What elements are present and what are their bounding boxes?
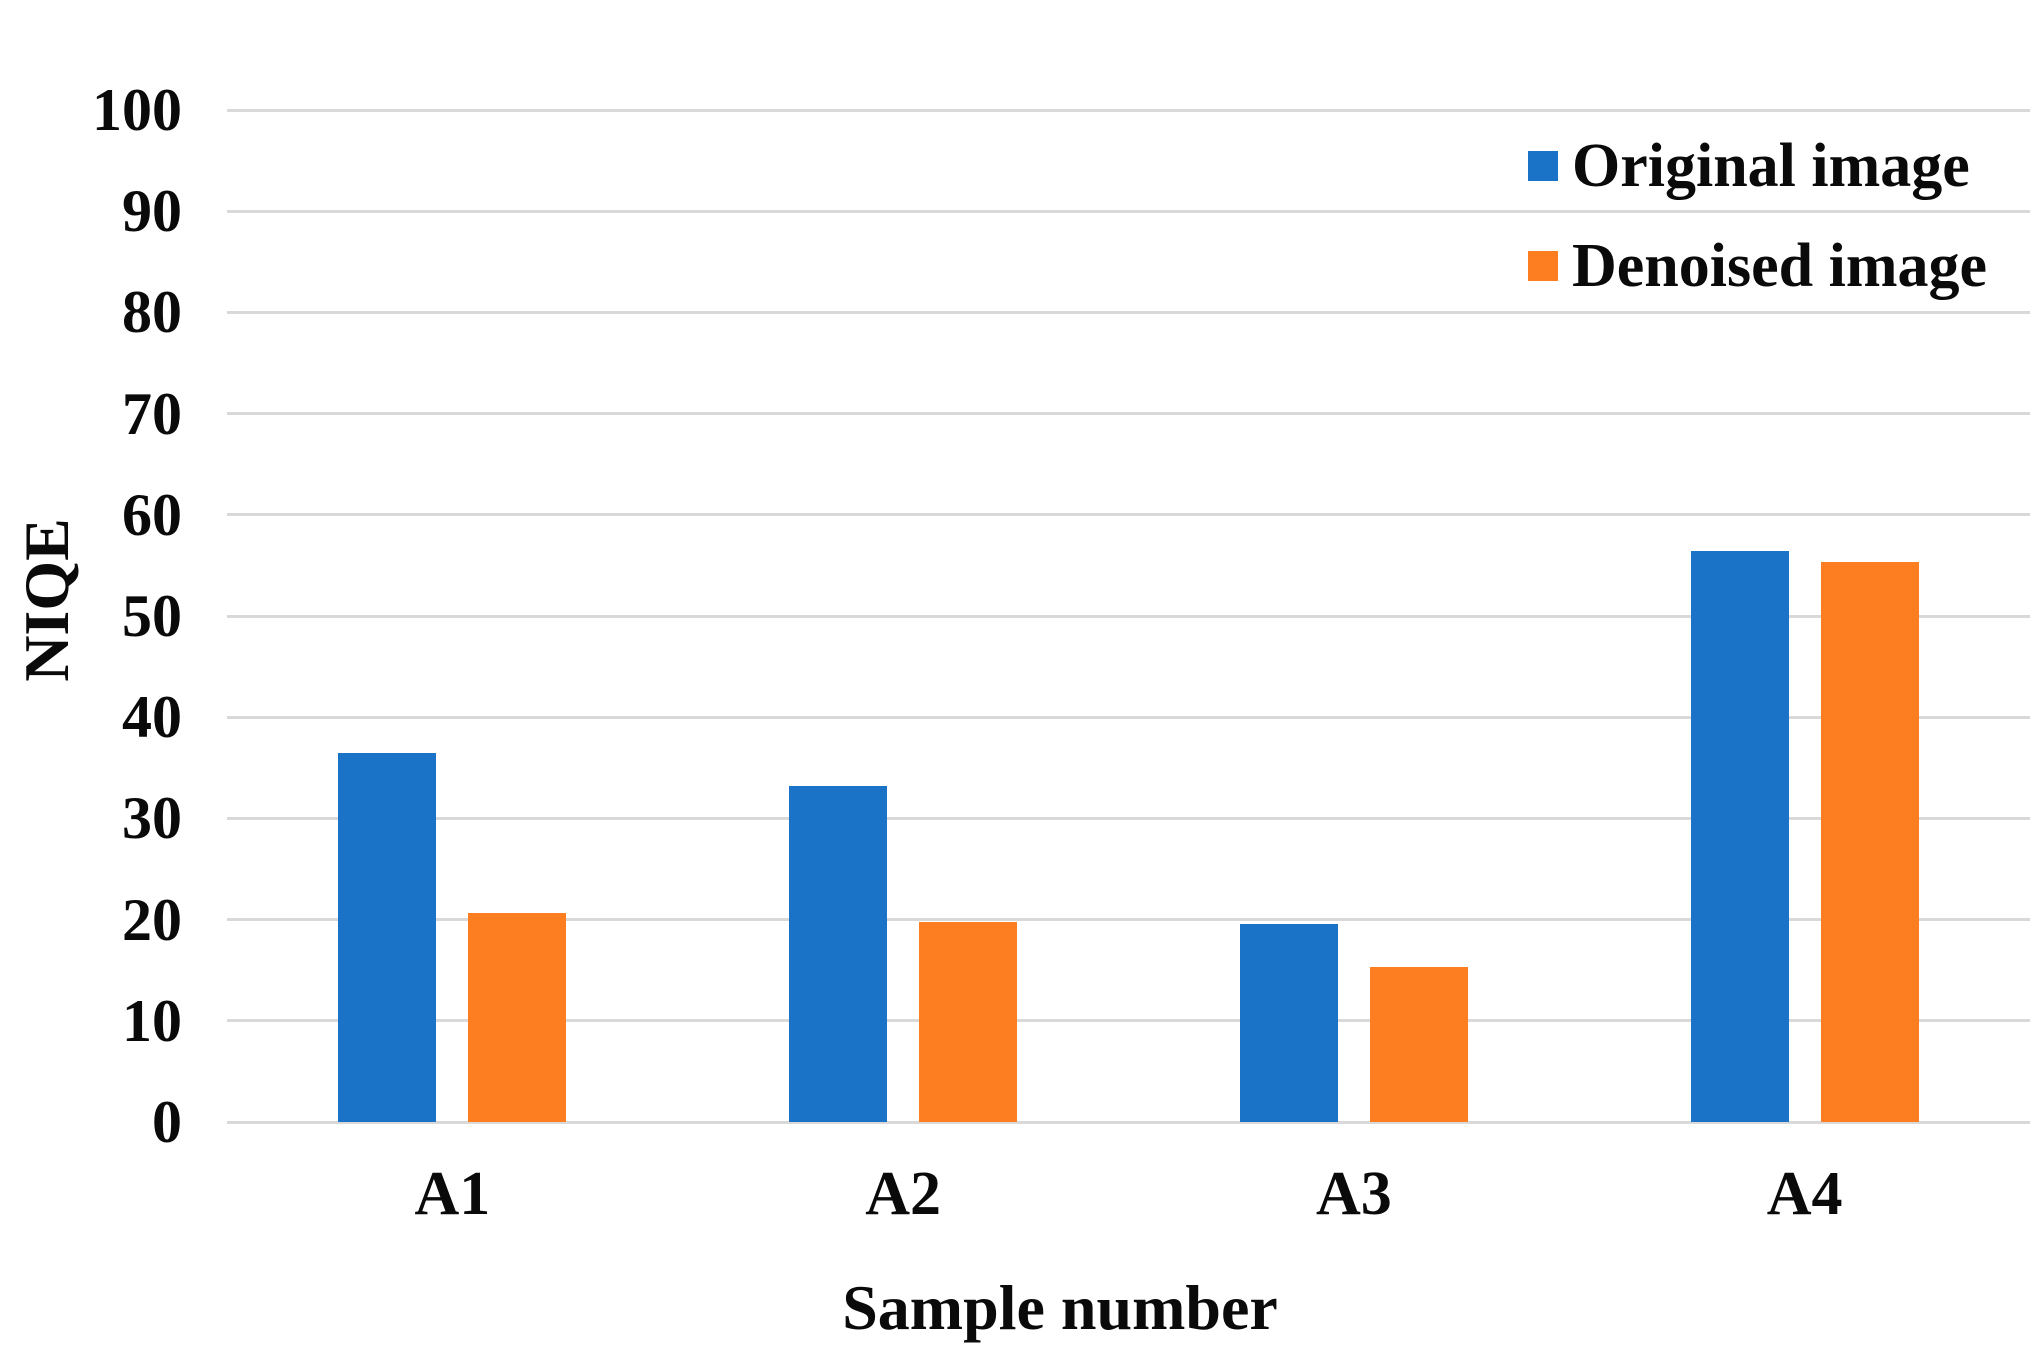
- x-tick-label-A1: A1: [414, 1160, 491, 1228]
- gridline-y-40: [227, 715, 2030, 719]
- legend-swatch-icon: [1528, 251, 1558, 281]
- legend: Original image Denoised image: [1528, 134, 1987, 298]
- gridline-y-30: [227, 816, 2030, 820]
- y-tick-label-70: 70: [122, 380, 182, 447]
- legend-item-denoised-image: Denoised image: [1528, 234, 1987, 298]
- y-tick-label-90: 90: [122, 178, 182, 245]
- legend-label: Original image: [1572, 132, 1970, 200]
- y-tick-label-30: 30: [122, 785, 182, 852]
- y-tick-label-10: 10: [122, 987, 182, 1054]
- gridline-y-90: [227, 209, 2030, 213]
- x-axis-title: Sample number: [842, 1272, 1278, 1343]
- gridline-y-70: [227, 412, 2030, 416]
- gridline-y-10: [227, 1019, 2030, 1023]
- y-tick-label-60: 60: [122, 481, 182, 548]
- x-tick-label-A2: A2: [865, 1160, 942, 1228]
- bar-A1-denoised-image: [468, 912, 567, 1122]
- gridline-y-50: [227, 614, 2030, 618]
- bar-A4-denoised-image: [1820, 562, 1919, 1122]
- legend-label: Denoised image: [1572, 232, 1988, 300]
- gridline-y-80: [227, 310, 2030, 314]
- bar-A3-original-image: [1239, 923, 1338, 1122]
- bar-A4-original-image: [1690, 551, 1789, 1122]
- x-tick-label-A3: A3: [1315, 1160, 1392, 1228]
- y-tick-label-40: 40: [122, 684, 182, 751]
- gridline-y-60: [227, 513, 2030, 517]
- y-tick-label-20: 20: [122, 886, 182, 953]
- gridline-y-20: [227, 918, 2030, 922]
- plot-area: [227, 108, 2030, 1124]
- bar-A1-original-image: [338, 752, 437, 1122]
- y-tick-label-80: 80: [122, 279, 182, 346]
- y-tick-label-100: 100: [92, 77, 182, 143]
- bar-A3-denoised-image: [1369, 967, 1468, 1122]
- x-tick-label-A4: A4: [1766, 1160, 1843, 1228]
- gridline-y-100: [227, 108, 2030, 112]
- legend-swatch-icon: [1528, 151, 1558, 181]
- gridline-y-0: [227, 1120, 2030, 1124]
- y-tick-label-0: 0: [152, 1089, 182, 1155]
- y-tick-label-50: 50: [122, 583, 182, 649]
- bar-A2-original-image: [789, 786, 888, 1122]
- bar-A2-denoised-image: [919, 921, 1018, 1122]
- legend-item-original-image: Original image: [1528, 134, 1987, 198]
